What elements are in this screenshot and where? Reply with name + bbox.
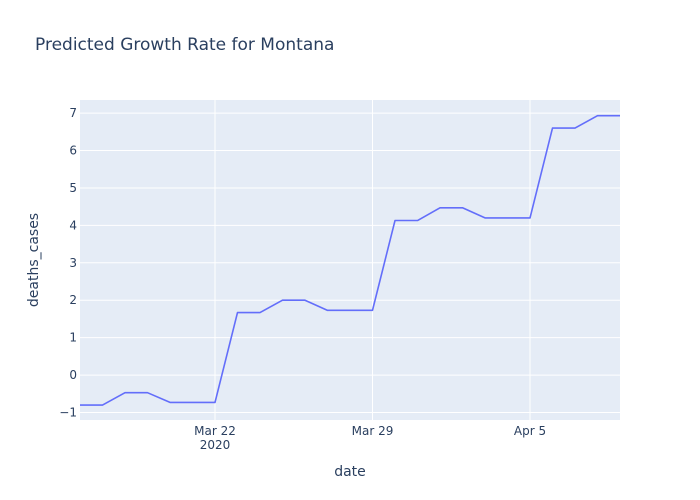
y-gridlines — [80, 112, 620, 414]
x-gridlines — [214, 100, 531, 420]
y-tick-label: 0 — [69, 368, 77, 382]
y-axis-title: deaths_cases — [26, 213, 42, 307]
plot-area — [80, 100, 620, 420]
y-tick-label: −1 — [59, 406, 77, 420]
y-tick-label: 5 — [69, 181, 77, 195]
y-tick-label: 2 — [69, 293, 77, 307]
y-tick-labels: −1 0 1 2 3 4 5 6 7 — [59, 106, 77, 419]
y-tick-label: 1 — [69, 331, 77, 345]
x-axis-title: date — [334, 464, 366, 480]
chart-title: Predicted Growth Rate for Montana — [35, 35, 334, 55]
y-tick-label: 4 — [69, 218, 77, 232]
y-tick-label: 3 — [69, 256, 77, 270]
series-layer — [80, 114, 620, 406]
x-tick-label: Mar 22 — [194, 424, 236, 438]
x-tick-label: Apr 5 — [514, 424, 546, 438]
series-line — [80, 114, 620, 406]
y-tick-label: 7 — [69, 106, 77, 120]
x-tick-label: Mar 29 — [352, 424, 394, 438]
y-tick-label: 6 — [69, 144, 77, 158]
x-tick-sublabel: 2020 — [200, 438, 231, 452]
